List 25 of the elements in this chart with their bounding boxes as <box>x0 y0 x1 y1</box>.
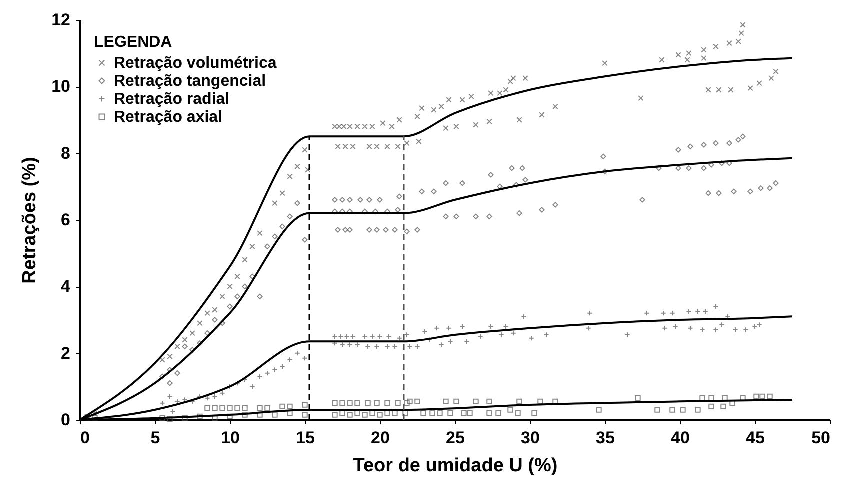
x-tick-label: 40 <box>671 428 690 448</box>
y-tick-label: 4 <box>61 277 72 296</box>
x-axis-title: Teor de umidade U (%) <box>353 456 558 476</box>
x-tick-label: 20 <box>371 428 390 448</box>
x-tick-label: 10 <box>221 428 240 448</box>
y-tick-label: 12 <box>52 10 70 30</box>
x-tick-label: 5 <box>150 428 160 448</box>
x-tick-label: 0 <box>80 428 90 448</box>
legend-label: Retração tangencial <box>114 73 266 90</box>
legend-label: Retração axial <box>114 109 223 126</box>
x-tick-label: 25 <box>446 428 465 448</box>
y-tick-label: 8 <box>61 144 70 163</box>
y-axis-title: Retrações (%) <box>20 157 41 284</box>
x-tick-label: 15 <box>296 428 315 448</box>
legend-label: Retração volumétrica <box>114 55 277 72</box>
x-tick-label: 50 <box>812 428 830 448</box>
legend-label: Retração radial <box>114 91 230 108</box>
y-tick-label: 10 <box>52 77 70 96</box>
x-tick-label: 45 <box>746 428 765 448</box>
x-tick-label: 30 <box>521 428 540 448</box>
legend-title: LEGENDA <box>94 34 173 51</box>
x-tick-label: 35 <box>596 428 615 448</box>
y-tick-label: 6 <box>61 210 70 230</box>
y-tick-label: 0 <box>61 410 70 430</box>
y-tick-label: 2 <box>61 344 70 363</box>
